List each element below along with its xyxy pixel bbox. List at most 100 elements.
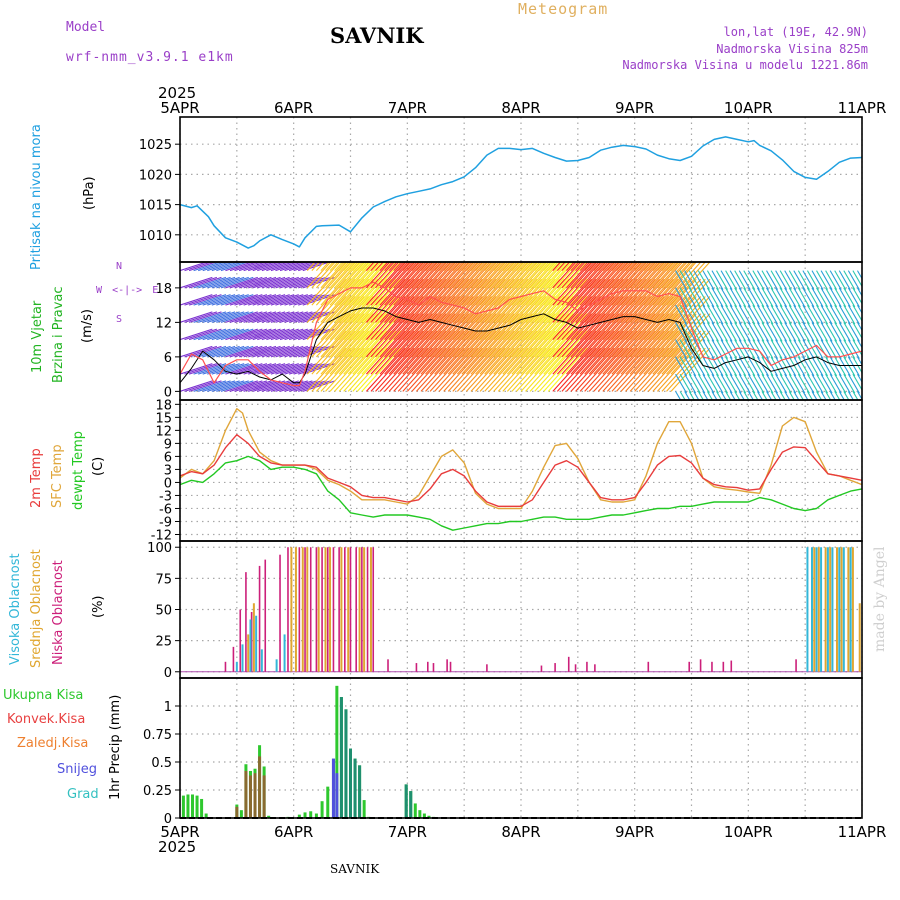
temp-unit: (C) bbox=[91, 456, 106, 476]
snow-bar bbox=[331, 758, 335, 818]
conv-precip-bar bbox=[253, 773, 257, 818]
footer-label: SAVNIK bbox=[330, 862, 380, 876]
conv-precip-bar bbox=[248, 775, 252, 818]
hail-bar bbox=[339, 697, 343, 818]
y-tick-label-0-2: 1020 bbox=[139, 168, 172, 183]
y-tick-label-3-4: 100 bbox=[147, 541, 172, 556]
hail-bar bbox=[344, 709, 348, 818]
year-bottom: 2025 bbox=[158, 838, 197, 856]
total-precip-bar bbox=[427, 815, 431, 818]
x-tick-bottom-1: 6APR bbox=[274, 823, 313, 841]
y-tick-label-0-0: 1010 bbox=[139, 229, 172, 244]
hail-bar bbox=[404, 784, 408, 818]
compass-north: N bbox=[116, 261, 123, 272]
y-tick-label-3-3: 75 bbox=[155, 572, 172, 587]
wind-unit: (m/s) bbox=[80, 309, 95, 343]
y-tick-label-0-1: 1015 bbox=[139, 199, 172, 214]
total-precip-bar bbox=[191, 794, 195, 818]
conv-precip-bar bbox=[235, 806, 239, 818]
pressure-ylabel: Pritisak na nivou mora bbox=[29, 124, 44, 270]
pressure-unit: (hPa) bbox=[82, 176, 97, 210]
x-tick-top-2: 7APR bbox=[388, 99, 427, 117]
model-elevation-label: Nadmorska Visina u modelu 1221.86m bbox=[622, 58, 868, 72]
hail-bar bbox=[349, 748, 352, 818]
compass-rose: W <-|-> E bbox=[96, 285, 159, 296]
panel-frame bbox=[179, 677, 863, 819]
y-tick-label-2-10: 18 bbox=[155, 398, 172, 413]
y-tick-label-3-2: 50 bbox=[155, 604, 172, 619]
panel-frame bbox=[179, 399, 863, 542]
y-tick-label-0-3: 1025 bbox=[139, 138, 172, 153]
x-tick-bottom-5: 10APR bbox=[724, 823, 773, 841]
total-precip-bar bbox=[239, 810, 243, 818]
precip-legend-freezing: Zaledj.Kisa bbox=[17, 736, 89, 751]
page-title: SAVNIK bbox=[330, 23, 424, 48]
conv-precip-bar bbox=[258, 756, 262, 818]
total-precip-bar bbox=[418, 810, 422, 818]
y-tick-label-2-2: -6 bbox=[159, 502, 172, 517]
wind-gust-line bbox=[179, 281, 863, 387]
y-tick-label-2-9: 15 bbox=[155, 411, 172, 426]
x-tick-bottom-2: 7APR bbox=[388, 823, 427, 841]
y-tick-label-1-1: 6 bbox=[164, 351, 172, 366]
compass-east: E bbox=[152, 285, 159, 296]
temp-ylabel-1: 2m Temp bbox=[29, 448, 44, 508]
total-precip-bar bbox=[335, 685, 339, 818]
x-tick-top-6: 11APR bbox=[838, 99, 887, 117]
precip-legend-snow: Snijeg bbox=[57, 762, 97, 777]
conv-precip-bar bbox=[244, 770, 248, 818]
wind-speed-line bbox=[179, 307, 862, 384]
y-tick-label-1-3: 18 bbox=[155, 282, 172, 297]
y-tick-label-1-0: 0 bbox=[164, 385, 172, 400]
total-precip-bar bbox=[200, 798, 204, 818]
frame-layer bbox=[175, 116, 863, 819]
cloud-ylabel-2: Srednja Oblacnost bbox=[29, 549, 44, 668]
total-precip-bar bbox=[181, 795, 185, 818]
y-tick-label-4-0: 0 bbox=[164, 812, 172, 827]
conv-precip-bar bbox=[262, 775, 266, 818]
lonlat-label: lon,lat (19E, 42.9N) bbox=[723, 25, 869, 39]
y-tick-label-2-8: 12 bbox=[155, 424, 172, 439]
hail-bar bbox=[409, 791, 413, 818]
pressure-line bbox=[179, 136, 863, 249]
wind-ylabel-2: Brzina i Pravac bbox=[51, 286, 66, 383]
total-precip-bar bbox=[422, 813, 426, 818]
y-tick-label-2-6: 6 bbox=[164, 450, 172, 465]
total-precip-bar bbox=[303, 812, 307, 818]
meteogram-label: Meteogram bbox=[518, 0, 609, 18]
total-precip-bar bbox=[413, 803, 417, 818]
text-layer: 5APR 5APR 6APR 6APR 7APR 7APR 8APR 8APR 9APR 9APR… bbox=[139, 99, 887, 841]
y-tick-label-4-3: 0.75 bbox=[143, 728, 172, 743]
cloud-unit: (%) bbox=[91, 595, 106, 619]
total-precip-bar bbox=[297, 814, 301, 818]
total-precip-bar bbox=[326, 786, 330, 818]
x-tick-top-5: 10APR bbox=[724, 99, 773, 117]
total-precip-bar bbox=[314, 813, 318, 818]
total-precip-bar bbox=[204, 813, 208, 818]
y-tick-label-1-2: 12 bbox=[155, 316, 172, 331]
wind-arrows bbox=[180, 262, 862, 400]
total-precip-bar bbox=[195, 795, 199, 818]
hail-bar bbox=[353, 758, 357, 818]
total-precip-bar bbox=[320, 801, 324, 818]
data-layer bbox=[179, 136, 863, 819]
temp-ylabel-2: SFC Temp bbox=[50, 444, 65, 508]
total-precip-bar bbox=[267, 815, 271, 818]
precip-legend-total: Ukupna Kisa bbox=[3, 688, 84, 703]
precip-unit: 1hr Precip (mm) bbox=[108, 694, 123, 800]
y-tick-label-2-3: -3 bbox=[159, 489, 172, 504]
dewpt-line bbox=[179, 455, 863, 531]
compass-west: W bbox=[96, 285, 103, 296]
x-tick-top-4: 9APR bbox=[615, 99, 654, 117]
x-tick-bottom-6: 11APR bbox=[838, 823, 887, 841]
y-tick-label-2-4: 0 bbox=[164, 476, 172, 491]
x-tick-top-0: 5APR bbox=[160, 99, 199, 117]
y-tick-label-3-0: 0 bbox=[164, 666, 172, 681]
precip-legend-hail: Grad bbox=[67, 787, 99, 802]
year-top: 2025 bbox=[158, 84, 197, 102]
precip-legend-conv: Konvek.Kisa bbox=[7, 712, 86, 727]
model-name: wrf-nmm_v3.9.1 e1km bbox=[66, 50, 234, 65]
y-tick-label-2-1: -9 bbox=[159, 515, 172, 530]
y-tick-label-2-0: -12 bbox=[151, 528, 172, 543]
